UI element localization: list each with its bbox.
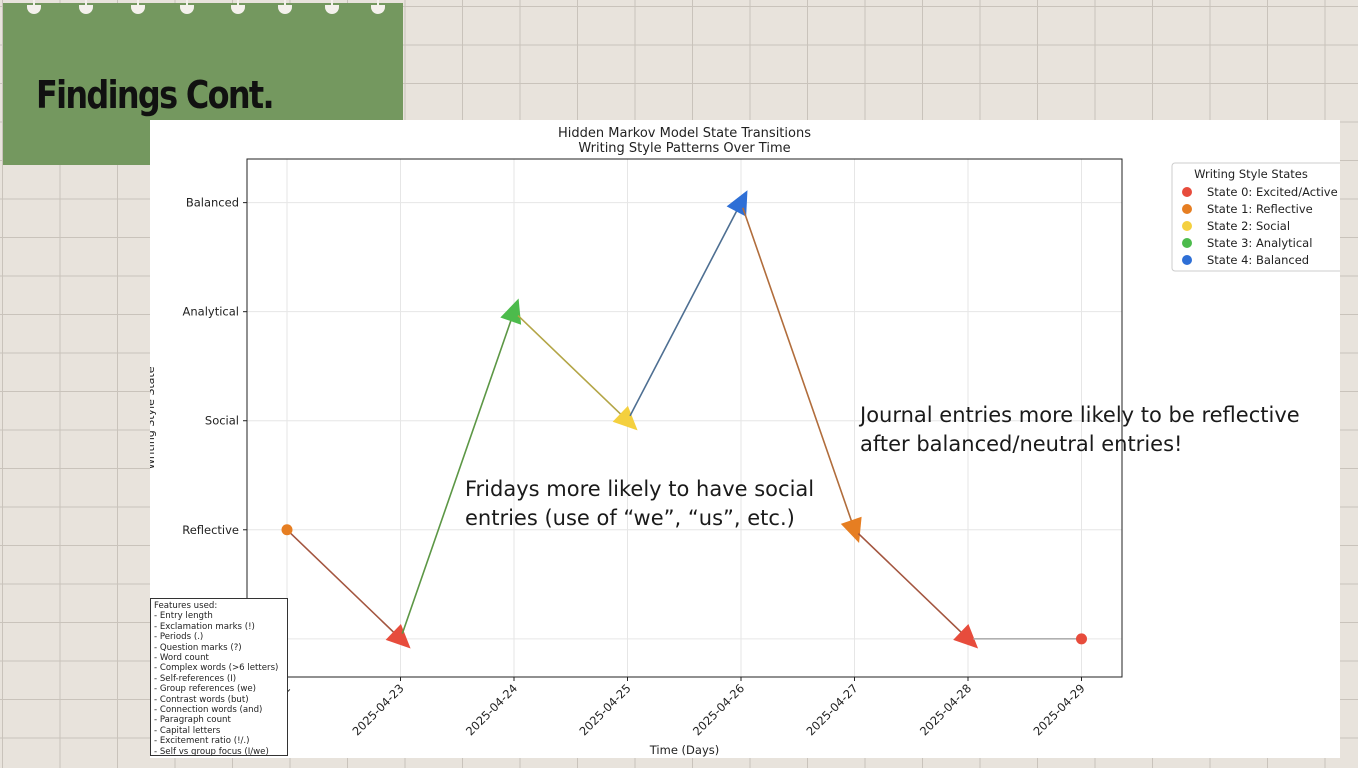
legend-marker — [1182, 221, 1192, 231]
feature-item: - Question marks (?) — [154, 642, 242, 653]
x-tick-label: 2025-04-23 — [349, 681, 406, 738]
feature-item: - Connection words (and) — [154, 705, 263, 716]
y-tick-label: Balanced — [186, 196, 239, 210]
plot-frame — [246, 158, 1123, 678]
binder-ring-icon — [278, 0, 292, 14]
state-point — [735, 197, 747, 209]
y-axis-label: Writing Style State — [150, 366, 157, 469]
binder-ring-icon — [231, 0, 245, 14]
annotation-reflective-after-balanced: Journal entries more likely to be reflec… — [860, 403, 1300, 456]
feature-item: - Periods (.) — [154, 632, 204, 643]
y-tick-label: Social — [205, 414, 239, 428]
state-point — [962, 633, 974, 645]
annotation-fridays-social: Fridays more likely to have social entri… — [465, 477, 815, 530]
x-axis-label: Time (Days) — [649, 743, 719, 757]
y-tick-label: Analytical — [183, 305, 239, 319]
transition-line — [513, 311, 629, 422]
feature-item: - Complex words (>6 letters) — [154, 663, 279, 674]
state-point — [395, 633, 406, 645]
transition-line — [286, 529, 402, 640]
state-point — [849, 524, 860, 536]
legend-marker — [1182, 187, 1192, 197]
legend-marker — [1182, 204, 1192, 214]
binder-ring-icon — [371, 0, 385, 14]
binder-ring-icon — [325, 0, 339, 14]
chart-panel: Hidden Markov Model State Transitions Wri… — [150, 120, 1340, 758]
legend-title: Writing Style States — [1194, 167, 1308, 181]
legend-label: State 3: Analytical — [1207, 236, 1312, 250]
features-box: Features used: - Entry length - Exclamati… — [150, 598, 288, 756]
features-list: - Entry length - Exclamation marks (!) - P… — [154, 611, 284, 756]
feature-item: - Exclamation marks (!) — [154, 621, 255, 632]
feature-item: - Paragraph count — [154, 715, 231, 726]
features-box-title: Features used: — [154, 601, 218, 611]
chart-subtitle: Writing Style Patterns Over Time — [578, 141, 790, 156]
legend-label: State 2: Social — [1207, 219, 1290, 233]
transition-line — [626, 202, 742, 422]
state-point — [622, 415, 633, 427]
feature-item: - Self-references (I) — [154, 673, 237, 684]
x-tick-label: 2025-04-27 — [803, 681, 860, 738]
x-tick-label: 2025-04-25 — [576, 681, 633, 738]
x-tick-label: 2025-04-26 — [690, 681, 747, 738]
binder-ring-icon — [27, 0, 41, 14]
x-tick-label: 2025-04-24 — [463, 681, 520, 738]
slide-title: Findings Cont. — [36, 73, 275, 117]
feature-item: - Excitement ratio (!/.) — [154, 736, 250, 747]
transition-line — [399, 311, 515, 640]
binder-ring-icon — [180, 0, 194, 14]
y-tick-label: Reflective — [182, 523, 239, 537]
legend-marker — [1182, 238, 1192, 248]
feature-item: - Word count — [154, 653, 209, 664]
state-point — [281, 524, 293, 536]
chart-title: Hidden Markov Model State Transitions — [558, 126, 811, 141]
legend-label: State 1: Reflective — [1207, 202, 1313, 216]
feature-item: - Contrast words (but) — [154, 694, 249, 705]
legend-label: State 4: Balanced — [1207, 253, 1309, 267]
binder-ring-icon — [79, 0, 93, 14]
binder-ring-icon — [131, 0, 145, 14]
transition-line — [853, 529, 969, 640]
x-tick-label: 2025-04-28 — [917, 681, 974, 738]
legend-marker — [1182, 255, 1192, 265]
feature-item: - Entry length — [154, 611, 213, 622]
feature-item: - Self vs group focus (I/we) — [154, 746, 269, 756]
x-tick-label: 2025-04-29 — [1030, 681, 1087, 738]
state-point — [1076, 633, 1087, 645]
legend-label: State 0: Excited/Active — [1207, 185, 1338, 199]
feature-item: - Capital letters — [154, 725, 221, 736]
transition-line — [740, 202, 856, 531]
state-point — [508, 306, 520, 318]
feature-item: - Group references (we) — [154, 684, 256, 695]
legend-box — [1171, 162, 1340, 272]
